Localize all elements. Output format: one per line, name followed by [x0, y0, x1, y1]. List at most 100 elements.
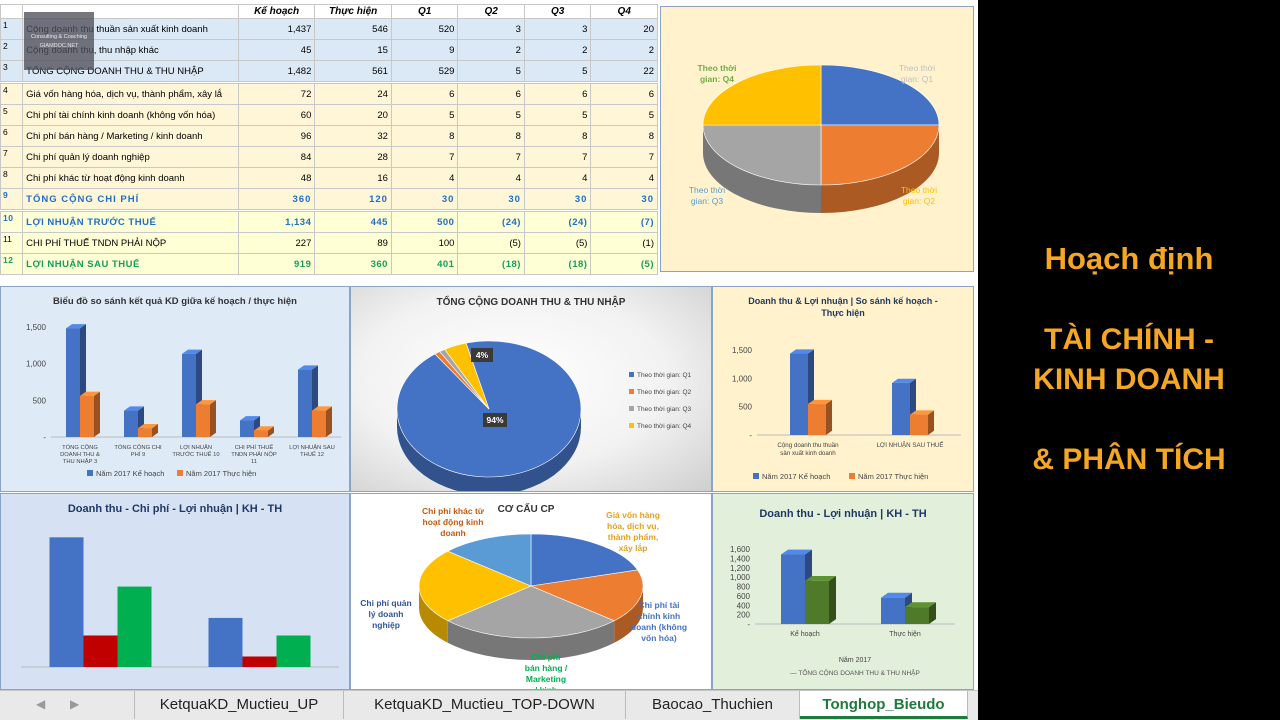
pie-chart-total-revenue[interactable]: TỔNG CỘNG DOANH THU & THU NHẬP 94% 4% Theo…: [350, 286, 712, 492]
row-label[interactable]: TỔNG CỘNG CHI PHÍ: [22, 188, 239, 210]
row-label[interactable]: Chi phí quản lý doanh nghiệp: [22, 146, 239, 168]
column-header[interactable]: Kế hoạch: [237, 4, 316, 19]
table-cell[interactable]: 500: [390, 211, 459, 233]
table-row[interactable]: 5 Chi phí tài chính kinh doanh (không vốn…: [0, 104, 658, 126]
table-cell[interactable]: (18): [523, 253, 592, 275]
table-cell[interactable]: 5: [390, 104, 459, 126]
bar-chart-revenue-profit[interactable]: Doanh thu & Lợi nhuận | So sánh kế hoạch…: [712, 286, 974, 492]
table-cell[interactable]: 546: [314, 18, 392, 40]
table-cell[interactable]: 1,134: [237, 211, 316, 233]
table-cell[interactable]: 84: [237, 146, 316, 168]
table-cell[interactable]: 72: [237, 83, 316, 105]
table-cell[interactable]: 3: [523, 18, 592, 40]
table-row[interactable]: 11 CHI PHÍ THUẾ TNDN PHẢI NỘP 227 89 100 (5)(…: [0, 232, 658, 254]
table-cell[interactable]: 2: [590, 39, 658, 61]
table-cell[interactable]: 30: [523, 188, 592, 210]
table-cell[interactable]: 360: [314, 253, 392, 275]
table-row[interactable]: 7 Chi phí quản lý doanh nghiệp 84 28 7 7 7 7: [0, 146, 658, 168]
pie-chart-cost-structure[interactable]: CƠ CẤU CP Giá vốn hàng hóa, dịch vụ, thành…: [350, 493, 712, 690]
table-cell[interactable]: 2: [523, 39, 592, 61]
table-cell[interactable]: 15: [314, 39, 392, 61]
table-cell[interactable]: 60: [237, 104, 316, 126]
table-cell[interactable]: 919: [237, 253, 316, 275]
table-cell[interactable]: 7: [590, 146, 658, 168]
table-cell[interactable]: 20: [314, 104, 392, 126]
bar-chart-revenue-profit-kh-th[interactable]: Doanh thu - Lợi nhuận | KH - TH 1,600 1,4…: [712, 493, 974, 690]
table-cell[interactable]: 401: [390, 253, 459, 275]
column-header[interactable]: Q4: [590, 4, 658, 19]
table-cell[interactable]: 16: [314, 167, 392, 189]
table-cell[interactable]: 2: [457, 39, 525, 61]
table-cell[interactable]: 20: [590, 18, 658, 40]
column-header[interactable]: Thực hiện: [314, 4, 392, 19]
table-cell[interactable]: 445: [314, 211, 392, 233]
table-row[interactable]: 1 Cộng doanh thu thuần sản xuất kinh doan…: [0, 18, 658, 40]
table-cell[interactable]: 5: [457, 60, 525, 82]
table-cell[interactable]: 6: [390, 83, 459, 105]
row-label[interactable]: Giá vốn hàng hóa, dịch vụ, thành phẩm, x…: [22, 83, 239, 105]
table-cell[interactable]: 5: [457, 104, 525, 126]
row-label[interactable]: LỢI NHUẬN SAU THUẾ: [22, 253, 239, 275]
bar-chart-kh-th[interactable]: Biểu đồ so sánh kết quả KD giữa kế hoạch…: [0, 286, 350, 492]
table-row[interactable]: 4 Giá vốn hàng hóa, dịch vụ, thành phẩm, …: [0, 83, 658, 105]
table-cell[interactable]: 7: [457, 146, 525, 168]
table-cell[interactable]: 360: [237, 188, 316, 210]
table-cell[interactable]: 100: [390, 232, 459, 254]
table-cell[interactable]: 5: [590, 104, 658, 126]
table-cell[interactable]: 24: [314, 83, 392, 105]
table-cell[interactable]: 89: [314, 232, 392, 254]
column-header[interactable]: Q2: [457, 4, 525, 19]
table-row[interactable]: 3 TỔNG CỘNG DOANH THU & THU NHẬP 1,482 561 5…: [0, 60, 658, 82]
row-label[interactable]: Chi phí bán hàng / Marketing / kinh doan…: [22, 125, 239, 147]
column-header[interactable]: Q1: [390, 4, 459, 19]
table-cell[interactable]: 529: [390, 60, 459, 82]
table-cell[interactable]: (5): [523, 232, 592, 254]
table-cell[interactable]: 28: [314, 146, 392, 168]
table-row[interactable]: 9 TỔNG CỘNG CHI PHÍ 360 120 30 30 30 30: [0, 188, 658, 210]
table-cell[interactable]: 8: [390, 125, 459, 147]
row-label[interactable]: Chi phí khác từ hoạt động kinh doanh: [22, 167, 239, 189]
table-cell[interactable]: 22: [590, 60, 658, 82]
table-cell[interactable]: 4: [457, 167, 525, 189]
table-cell[interactable]: (24): [523, 211, 592, 233]
table-cell[interactable]: 227: [237, 232, 316, 254]
table-cell[interactable]: 45: [237, 39, 316, 61]
table-cell[interactable]: 48: [237, 167, 316, 189]
bar-chart-revenue-cost-profit[interactable]: Doanh thu - Chi phí - Lợi nhuận | KH - T…: [0, 493, 350, 690]
table-row[interactable]: 12 LỢI NHUẬN SAU THUẾ 919 360 401 (18) (18) (5): [0, 253, 658, 275]
tab-ketquakd-muctieu-up[interactable]: KetquaKD_Muctieu_UP: [134, 691, 344, 719]
table-row[interactable]: 10 LỢI NHUẬN TRƯỚC THUẾ 1,134 445 500 (24) (24…: [0, 211, 658, 233]
table-cell[interactable]: 4: [390, 167, 459, 189]
tab-tonghop-bieudo[interactable]: Tonghop_Bieudo: [800, 691, 968, 719]
table-cell[interactable]: 4: [590, 167, 658, 189]
table-cell[interactable]: 1,482: [237, 60, 316, 82]
table-cell[interactable]: (18): [457, 253, 525, 275]
table-cell[interactable]: 30: [390, 188, 459, 210]
pie-chart-quarters[interactable]: Theo thời gian: Q1 Theo thời gian: Q2 Theo t…: [660, 6, 974, 272]
table-cell[interactable]: 8: [457, 125, 525, 147]
table-cell[interactable]: 3: [457, 18, 525, 40]
table-cell[interactable]: 6: [457, 83, 525, 105]
tab-scroll-right-icon[interactable]: ▶: [70, 697, 80, 711]
table-row[interactable]: 8 Chi phí khác từ hoạt động kinh doanh 48 1…: [0, 167, 658, 189]
table-cell[interactable]: (7): [590, 211, 658, 233]
table-cell[interactable]: 30: [590, 188, 658, 210]
table-cell[interactable]: 96: [237, 125, 316, 147]
table-cell[interactable]: 30: [457, 188, 525, 210]
row-label[interactable]: CHI PHÍ THUẾ TNDN PHẢI NỘP: [22, 232, 239, 254]
row-label[interactable]: LỢI NHUẬN TRƯỚC THUẾ: [22, 211, 239, 233]
table-cell[interactable]: 32: [314, 125, 392, 147]
table-cell[interactable]: 6: [590, 83, 658, 105]
table-cell[interactable]: 5: [523, 104, 592, 126]
table-cell[interactable]: 7: [523, 146, 592, 168]
table-cell[interactable]: (5): [590, 253, 658, 275]
table-cell[interactable]: 1,437: [237, 18, 316, 40]
table-cell[interactable]: 5: [523, 60, 592, 82]
table-cell[interactable]: 120: [314, 188, 392, 210]
table-cell[interactable]: 9: [390, 39, 459, 61]
table-row[interactable]: 6 Chi phí bán hàng / Marketing / kinh doa…: [0, 125, 658, 147]
tab-ketquakd-muctieu-top-down[interactable]: KetquaKD_Muctieu_TOP-DOWN: [344, 691, 626, 719]
column-header[interactable]: Q3: [523, 4, 592, 19]
table-cell[interactable]: 7: [390, 146, 459, 168]
